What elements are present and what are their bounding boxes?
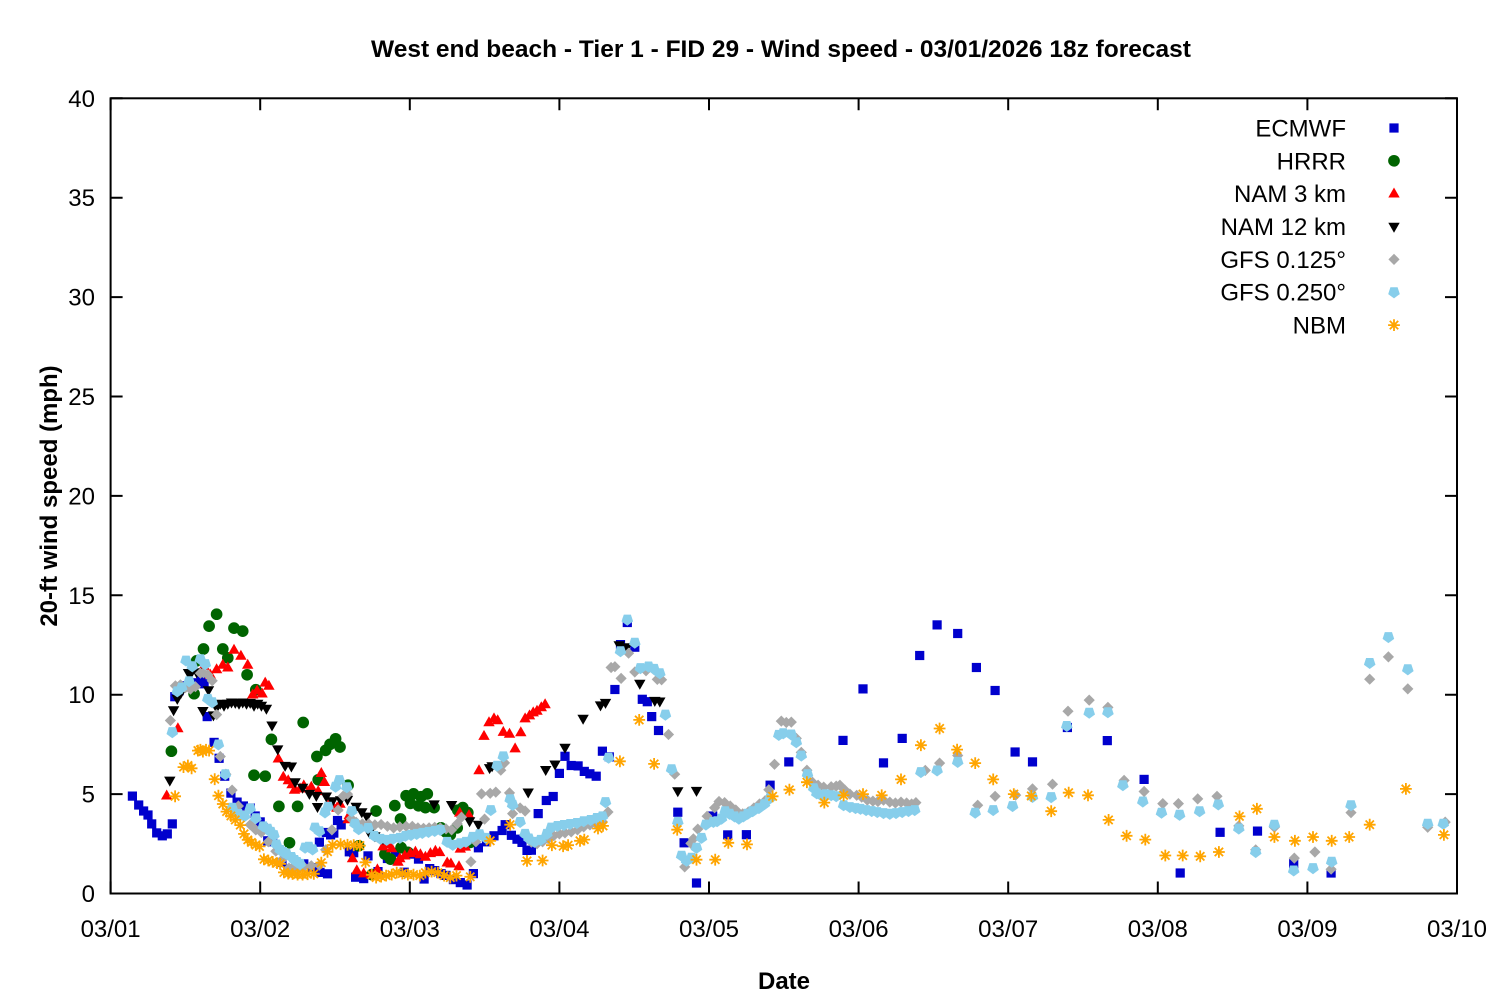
svg-text:20-ft wind speed (mph): 20-ft wind speed (mph) [36,365,63,626]
svg-text:GFS 0.125°: GFS 0.125° [1220,247,1346,274]
svg-text:5: 5 [82,782,95,809]
svg-text:30: 30 [68,285,95,312]
svg-text:10: 10 [68,682,95,709]
svg-text:03/03: 03/03 [380,916,440,943]
svg-text:40: 40 [68,86,95,113]
svg-text:GFS 0.250°: GFS 0.250° [1220,280,1346,307]
svg-text:HRRR: HRRR [1277,148,1346,175]
svg-text:20: 20 [68,483,95,510]
svg-text:03/08: 03/08 [1128,916,1188,943]
svg-text:West end beach - Tier 1 - FID: West end beach - Tier 1 - FID 29 - Wind … [371,36,1191,63]
svg-text:35: 35 [68,185,95,212]
svg-text:ECMWF: ECMWF [1255,116,1346,143]
svg-text:03/06: 03/06 [829,916,889,943]
svg-text:15: 15 [68,583,95,610]
svg-text:Date: Date [758,968,810,995]
svg-text:03/09: 03/09 [1277,916,1337,943]
svg-text:0: 0 [82,881,95,908]
svg-text:NAM 12 km: NAM 12 km [1221,214,1346,241]
svg-text:03/10: 03/10 [1427,916,1487,943]
svg-text:25: 25 [68,384,95,411]
svg-text:NAM 3 km: NAM 3 km [1234,181,1346,208]
svg-text:03/04: 03/04 [529,916,589,943]
svg-text:03/02: 03/02 [230,916,290,943]
svg-text:NBM: NBM [1293,313,1346,340]
svg-text:03/01: 03/01 [81,916,141,943]
svg-text:03/05: 03/05 [679,916,739,943]
svg-text:03/07: 03/07 [978,916,1038,943]
